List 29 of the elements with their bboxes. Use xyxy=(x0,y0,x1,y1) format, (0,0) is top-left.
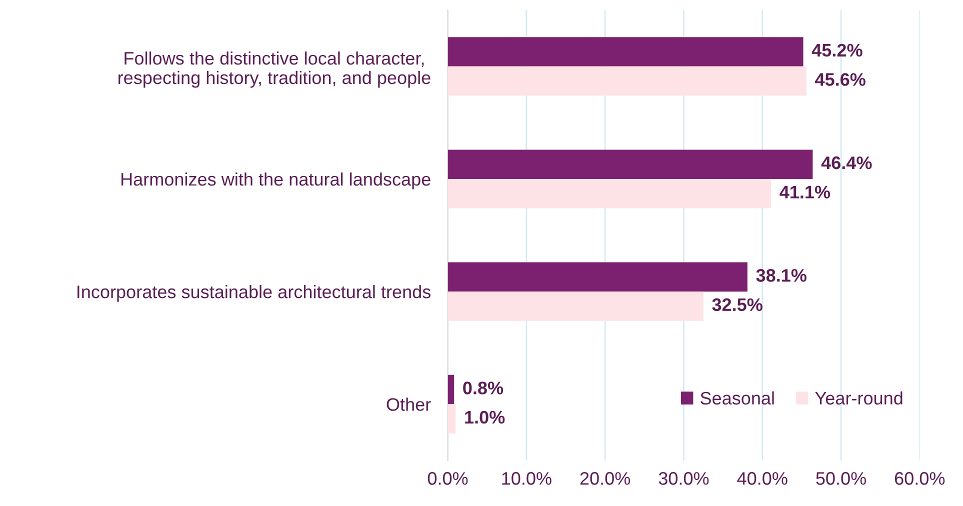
y-tick-label: Incorporates sustainable architectural trends xyxy=(78,285,431,302)
data-label: 46.4% xyxy=(821,156,872,170)
bar xyxy=(448,178,772,208)
x-tick-label: 0.0% xyxy=(428,472,468,485)
data-label: 0.8% xyxy=(463,382,504,394)
data-label: 45.6% xyxy=(815,73,866,86)
data-label: 32.5% xyxy=(712,298,762,312)
legend-label: Year-round xyxy=(815,391,902,405)
bar xyxy=(448,404,456,434)
bar xyxy=(448,37,804,66)
data-label: 41.1% xyxy=(780,186,830,198)
data-label: 45.2% xyxy=(812,44,862,57)
x-tick-label: 30.0% xyxy=(658,472,709,485)
bar xyxy=(448,374,454,404)
data-label: 1.0% xyxy=(465,410,505,424)
legend-label: Seasonal xyxy=(700,391,774,405)
x-tick-label: 40.0% xyxy=(737,472,788,485)
x-tick-label: 10.0% xyxy=(502,472,552,485)
bar xyxy=(448,66,806,96)
bar xyxy=(448,150,813,179)
x-tick-label: 20.0% xyxy=(580,472,630,485)
bar xyxy=(448,262,748,292)
y-tick-label: Other xyxy=(386,398,431,411)
y-tick-label: Follows the distinctive local character, respecting history, tradition, and people xyxy=(118,51,430,88)
x-tick-label: 50.0% xyxy=(816,472,866,485)
y-tick-label: Harmonizes with the natural landscape xyxy=(122,172,430,190)
bar xyxy=(448,292,704,321)
data-label: 38.1% xyxy=(756,269,806,282)
x-tick-label: 60.0% xyxy=(894,472,945,485)
